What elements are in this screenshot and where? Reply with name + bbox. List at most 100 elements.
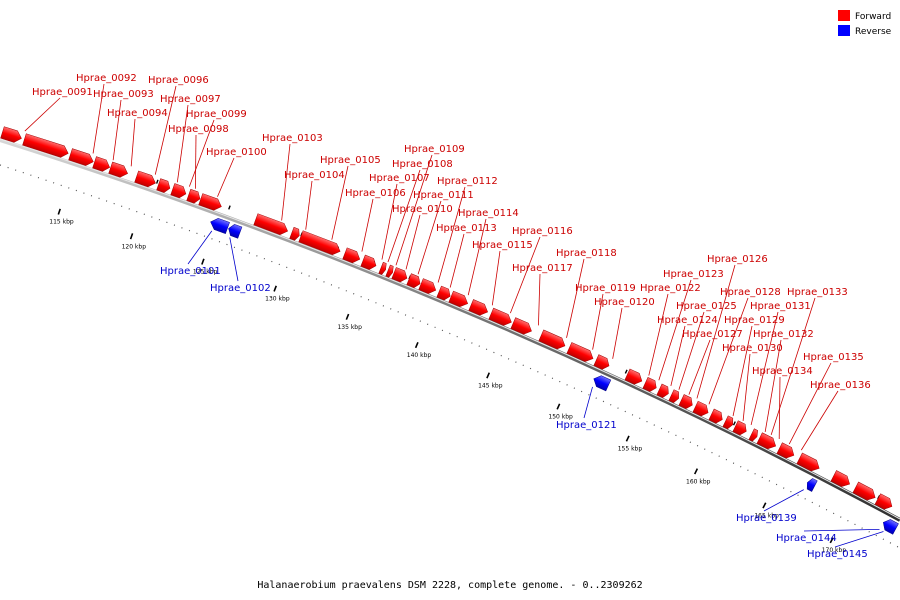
scale-tick: 145 kbp	[478, 372, 503, 389]
forward-gene-label[interactable]: Hprae_0125	[676, 301, 737, 312]
forward-gene-leader	[331, 165, 349, 240]
forward-gene-arrow	[391, 267, 408, 283]
forward-gene-label[interactable]: Hprae_0116	[512, 226, 573, 237]
reverse-gene-leader	[229, 237, 239, 282]
backbone-tick	[624, 369, 628, 374]
forward-gene-arrow	[156, 178, 171, 193]
scale-tick: 115 kbp	[49, 208, 74, 226]
forward-gene-label[interactable]: Hprae_0107	[369, 173, 430, 184]
forward-gene-label[interactable]: Hprae_0129	[724, 315, 785, 326]
forward-gene-arrow	[0, 126, 22, 143]
scale-tick-label: 115 kbp	[49, 219, 74, 226]
forward-gene-label[interactable]: Hprae_0124	[657, 315, 718, 326]
scale-tick: 150 kbp	[548, 403, 573, 421]
forward-gene-label[interactable]: Hprae_0136	[810, 380, 871, 391]
forward-gene-label[interactable]: Hprae_0113	[436, 223, 497, 234]
forward-gene-label[interactable]: Hprae_0103	[262, 133, 323, 144]
forward-gene-arrow	[538, 329, 566, 350]
forward-gene-label[interactable]: Hprae_0132	[753, 329, 814, 340]
forward-gene-label[interactable]: Hprae_0120	[594, 297, 655, 308]
scale-tick-label: 155 kbp	[618, 446, 643, 453]
forward-gene-leader	[491, 250, 501, 306]
forward-gene-arrow	[852, 481, 876, 501]
forward-gene-arrow	[732, 420, 747, 436]
reverse-gene-label[interactable]: Hprae_0144	[776, 533, 837, 544]
forward-gene-leader	[648, 293, 669, 376]
forward-gene-label[interactable]: Hprae_0131	[750, 301, 811, 312]
forward-gene-arrow	[186, 188, 201, 204]
forward-gene-label[interactable]: Hprae_0092	[76, 73, 137, 84]
forward-gene-label[interactable]: Hprae_0118	[556, 248, 617, 259]
forward-gene-label[interactable]: Hprae_0130	[722, 343, 783, 354]
forward-gene-arrow	[830, 470, 850, 487]
forward-gene-label[interactable]: Hprae_0134	[752, 366, 813, 377]
forward-gene-leader	[217, 157, 235, 197]
forward-gene-label[interactable]: Hprae_0098	[168, 124, 229, 135]
forward-gene-label[interactable]: Hprae_0119	[575, 283, 636, 294]
reverse-genes	[210, 218, 899, 535]
backbone-tick	[228, 205, 231, 210]
forward-gene-label[interactable]: Hprae_0128	[720, 287, 781, 298]
forward-gene-label[interactable]: Hprae_0097	[160, 94, 221, 105]
forward-gene-label[interactable]: Hprae_0114	[458, 208, 519, 219]
forward-gene-label[interactable]: Hprae_0099	[186, 109, 247, 120]
reverse-gene-leader	[834, 531, 884, 548]
reverse-gene-arrow	[210, 218, 230, 235]
forward-gene-arrow	[385, 264, 394, 278]
genome-backbone-highlight	[0, 138, 900, 520]
forward-gene-leader	[381, 183, 398, 260]
scale-ticks: 115 kbp 120 kbp 125 kbp 130 kbp 135 kbp 140 k…	[11, 131, 881, 554]
scale-tick-label: 165 kbp	[754, 512, 779, 519]
forward-gene-label[interactable]: Hprae_0126	[707, 254, 768, 265]
forward-gene-label[interactable]: Hprae_0100	[206, 147, 267, 158]
reverse-gene-label[interactable]: Hprae_0139	[736, 513, 797, 524]
forward-gene-label[interactable]: Hprae_0091	[32, 87, 93, 98]
forward-gene-leader	[281, 143, 291, 221]
forward-gene-label[interactable]: Hprae_0110	[392, 204, 453, 215]
forward-gene-label[interactable]: Hprae_0111	[413, 190, 474, 201]
forward-gene-arrow	[510, 317, 532, 335]
forward-gene-label[interactable]: Hprae_0122	[640, 283, 701, 294]
forward-gene-label[interactable]: Hprae_0123	[663, 269, 724, 280]
forward-gene-label[interactable]: Hprae_0127	[682, 329, 743, 340]
forward-gene-leader	[509, 236, 541, 314]
reverse-gene-label[interactable]: Hprae_0101	[160, 266, 221, 277]
forward-gene-arrow	[656, 383, 669, 398]
scale-tick-label: 145 kbp	[478, 382, 503, 389]
forward-gene-label[interactable]: Hprae_0133	[787, 287, 848, 298]
legend: Forward Reverse	[838, 10, 892, 37]
forward-gene-leader	[437, 186, 466, 283]
forward-gene-leader	[538, 273, 541, 326]
scale-tick-label: 160 kbp	[686, 478, 711, 485]
forward-gene-leader	[612, 307, 623, 359]
scale-tick-label: 135 kbp	[337, 324, 362, 331]
forward-gene-arrow	[448, 290, 469, 308]
reverse-gene-arrow	[883, 519, 899, 535]
forward-gene-leader	[176, 104, 189, 183]
forward-gene-label[interactable]: Hprae_0094	[107, 108, 168, 119]
forward-gene-label[interactable]: Hprae_0112	[437, 176, 498, 187]
reverse-gene-label[interactable]: Hprae_0121	[556, 420, 617, 431]
forward-gene-label[interactable]: Hprae_0096	[148, 75, 209, 86]
forward-gene-label[interactable]: Hprae_0135	[803, 352, 864, 363]
forward-gene-leader	[708, 297, 749, 405]
reverse-gene-label[interactable]: Hprae_0102	[210, 283, 271, 294]
forward-gene-arrow	[624, 368, 643, 385]
reverse-gene-label[interactable]: Hprae_0145	[807, 549, 868, 560]
forward-gene-arrow	[776, 442, 795, 459]
forward-gene-leader	[417, 200, 442, 275]
forward-gene-label[interactable]: Hprae_0106	[345, 188, 406, 199]
forward-gene-label[interactable]: Hprae_0115	[472, 240, 533, 251]
forward-gene-label[interactable]: Hprae_0108	[392, 159, 453, 170]
scale-tick: 140 kbp	[407, 342, 431, 359]
forward-gene-label[interactable]: Hprae_0117	[512, 263, 573, 274]
genome-caption: Halanaerobium praevalens DSM 2228, compl…	[257, 580, 642, 591]
scale-tick: 130 kbp	[265, 285, 290, 303]
reverse-gene-arrow	[806, 478, 818, 492]
forward-gene-leader	[305, 180, 313, 230]
forward-gene-label[interactable]: Hprae_0104	[284, 170, 345, 181]
scale-tick: 165 kbp	[754, 502, 779, 519]
forward-gene-label[interactable]: Hprae_0109	[404, 144, 465, 155]
forward-gene-label[interactable]: Hprae_0105	[320, 155, 381, 166]
forward-gene-label[interactable]: Hprae_0093	[93, 89, 154, 100]
